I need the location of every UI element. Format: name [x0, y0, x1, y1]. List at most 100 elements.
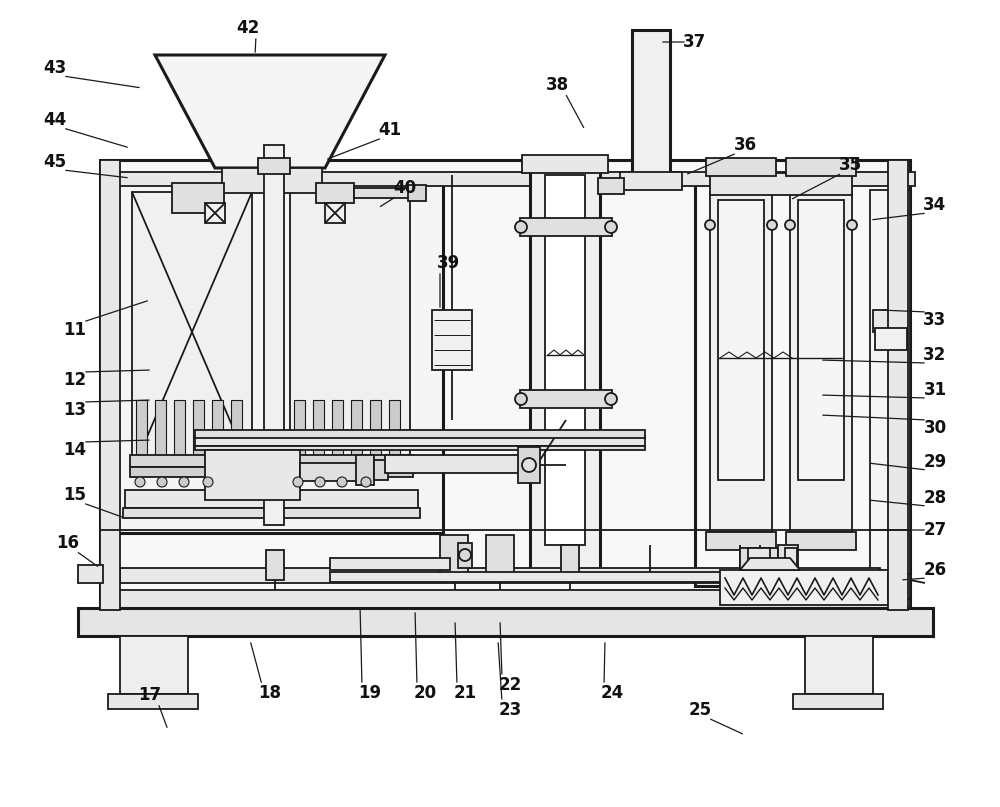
Bar: [385, 455, 525, 473]
Text: 23: 23: [498, 701, 522, 719]
Bar: [108, 694, 198, 709]
Bar: [520, 218, 612, 236]
Circle shape: [847, 220, 857, 230]
Bar: [870, 190, 910, 585]
Bar: [125, 490, 418, 508]
Bar: [710, 192, 772, 532]
Bar: [123, 508, 420, 518]
Text: 37: 37: [683, 33, 707, 51]
Bar: [193, 400, 204, 455]
Text: 45: 45: [43, 153, 67, 171]
Bar: [288, 467, 413, 477]
Text: 38: 38: [545, 76, 569, 94]
Circle shape: [767, 220, 777, 230]
Bar: [445, 545, 463, 575]
Bar: [790, 192, 852, 532]
Bar: [294, 400, 305, 455]
Bar: [440, 535, 468, 575]
Text: 43: 43: [43, 59, 67, 77]
Text: 15: 15: [64, 486, 87, 504]
Circle shape: [605, 221, 617, 233]
Circle shape: [515, 221, 527, 233]
Bar: [530, 165, 600, 580]
Bar: [330, 572, 745, 582]
Bar: [136, 400, 147, 455]
Polygon shape: [740, 558, 800, 570]
Text: 24: 24: [600, 684, 624, 702]
Bar: [222, 168, 322, 193]
Text: 35: 35: [838, 156, 862, 174]
Circle shape: [157, 477, 167, 487]
Bar: [706, 532, 776, 550]
Circle shape: [203, 477, 213, 487]
Bar: [632, 30, 670, 180]
Bar: [325, 203, 345, 223]
Bar: [264, 145, 284, 525]
Text: 44: 44: [43, 111, 67, 129]
Bar: [805, 636, 873, 694]
Text: 30: 30: [923, 419, 947, 437]
Bar: [205, 203, 225, 223]
Text: 33: 33: [923, 311, 947, 329]
Bar: [266, 550, 284, 580]
Bar: [793, 694, 883, 709]
Text: 29: 29: [923, 453, 947, 471]
Bar: [172, 183, 224, 213]
Circle shape: [515, 393, 527, 405]
Bar: [458, 543, 472, 568]
Bar: [313, 400, 324, 455]
Text: 42: 42: [236, 19, 260, 37]
Bar: [231, 400, 242, 455]
Bar: [798, 200, 844, 480]
Bar: [620, 172, 682, 190]
Text: 36: 36: [733, 136, 757, 154]
Circle shape: [315, 477, 325, 487]
Bar: [598, 178, 624, 194]
Circle shape: [785, 220, 795, 230]
Text: 13: 13: [63, 401, 87, 419]
Bar: [786, 158, 856, 176]
Text: 32: 32: [923, 346, 947, 364]
Bar: [389, 400, 400, 455]
Bar: [118, 178, 443, 533]
Bar: [290, 192, 410, 472]
Bar: [356, 455, 374, 485]
Circle shape: [522, 458, 536, 472]
Bar: [561, 545, 579, 575]
Bar: [195, 436, 645, 446]
Bar: [720, 570, 890, 605]
Bar: [130, 455, 255, 467]
Bar: [491, 545, 509, 575]
Text: 18: 18: [258, 684, 282, 702]
Text: 41: 41: [378, 121, 402, 139]
Bar: [132, 192, 252, 472]
Circle shape: [135, 477, 145, 487]
Polygon shape: [155, 55, 385, 168]
Text: 34: 34: [923, 196, 947, 214]
Circle shape: [179, 477, 189, 487]
Bar: [873, 310, 905, 332]
Text: 26: 26: [923, 561, 947, 579]
Circle shape: [293, 477, 303, 487]
Text: 21: 21: [453, 684, 477, 702]
Bar: [212, 400, 223, 455]
Bar: [695, 178, 890, 586]
Bar: [875, 328, 907, 350]
Circle shape: [605, 393, 617, 405]
Bar: [706, 158, 776, 176]
Bar: [545, 175, 585, 545]
Text: 14: 14: [63, 441, 87, 459]
Bar: [888, 160, 908, 610]
Bar: [300, 463, 360, 481]
Circle shape: [361, 477, 371, 487]
Bar: [740, 548, 778, 584]
Bar: [288, 455, 413, 467]
Bar: [174, 400, 185, 455]
Bar: [78, 608, 933, 636]
Bar: [432, 310, 472, 370]
Bar: [785, 548, 797, 583]
Bar: [195, 446, 645, 450]
Bar: [332, 400, 343, 455]
Bar: [888, 574, 910, 599]
Bar: [374, 460, 388, 480]
